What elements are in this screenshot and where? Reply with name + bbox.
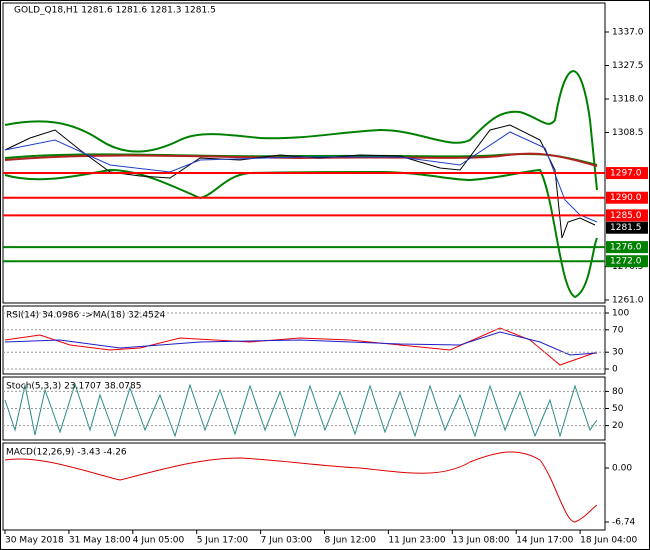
time-label: 31 May 18:00 <box>69 536 131 546</box>
time-label: 7 Jun 03:00 <box>261 536 313 546</box>
rsi-panel <box>2 305 606 375</box>
time-label: 13 Jun 08:00 <box>452 536 509 546</box>
macd-panel <box>2 442 606 531</box>
level-label: 1285.0 <box>610 211 642 221</box>
time-label: 4 Jun 05:00 <box>133 536 185 546</box>
stoch-line <box>4 382 598 438</box>
macd-signal <box>4 451 598 523</box>
level-box <box>606 241 648 254</box>
level-box <box>606 167 648 180</box>
header: GOLD_Q18,H1 1281.6 1281.6 1281.3 1281.5 <box>14 6 216 16</box>
time-label: 5 Jun 17:00 <box>197 536 249 546</box>
level-label: 1290.0 <box>610 193 642 203</box>
level-box <box>606 255 648 268</box>
level-label: 1276.0 <box>610 243 642 253</box>
stoch-label: Stoch(5,3,3) 23.1707 38.0785 <box>6 382 141 392</box>
time-label: 11 Jun 23:00 <box>388 536 445 546</box>
current-price-box <box>606 221 648 234</box>
price-tick-label: 1308.5 <box>612 128 644 138</box>
rsi-tick-label: 70 <box>612 325 624 335</box>
rsi-line <box>4 327 598 366</box>
macd-tick-label: -6.74 <box>612 518 636 528</box>
level-label: 1272.0 <box>610 257 642 267</box>
lower-band <box>4 168 598 299</box>
level-label: 1297.0 <box>610 169 642 179</box>
ma-fast <box>4 131 598 223</box>
stoch-tick-label: 50 <box>612 404 624 414</box>
macd-label: MACD(12,26,9) -3.43 -4.26 <box>6 448 127 458</box>
stoch-tick-label: 80 <box>612 387 624 397</box>
price-tick-label: 1337.0 <box>612 28 644 38</box>
time-label: 14 Jun 17:00 <box>516 536 573 546</box>
rsi-label: RSI(14) 34.0986 ->MA(18) 32.4524 <box>6 311 166 321</box>
price-bars <box>4 124 596 239</box>
rsi-tick-label: 100 <box>612 309 629 319</box>
rsi-ma <box>4 331 598 356</box>
stoch-tick-label: 20 <box>612 421 624 431</box>
price-tick-label: 1318.0 <box>612 95 644 105</box>
upper-band <box>4 70 598 191</box>
rsi-tick-label: 30 <box>612 348 624 358</box>
level-box <box>606 191 648 204</box>
level-box <box>606 209 648 222</box>
price-panel <box>2 2 606 304</box>
time-label: 18 Jun 04:00 <box>580 536 637 546</box>
current-price-label: 1281.5 <box>610 223 642 233</box>
time-label: 30 May 2018 <box>5 536 64 546</box>
macd-tick-label: 0.00 <box>612 464 632 474</box>
price-tick-label: 1261.0 <box>612 296 644 306</box>
time-label: 8 Jun 12:00 <box>325 536 377 546</box>
rsi-tick-label: 0 <box>612 365 618 375</box>
price-tick-label: 1327.5 <box>612 61 644 71</box>
